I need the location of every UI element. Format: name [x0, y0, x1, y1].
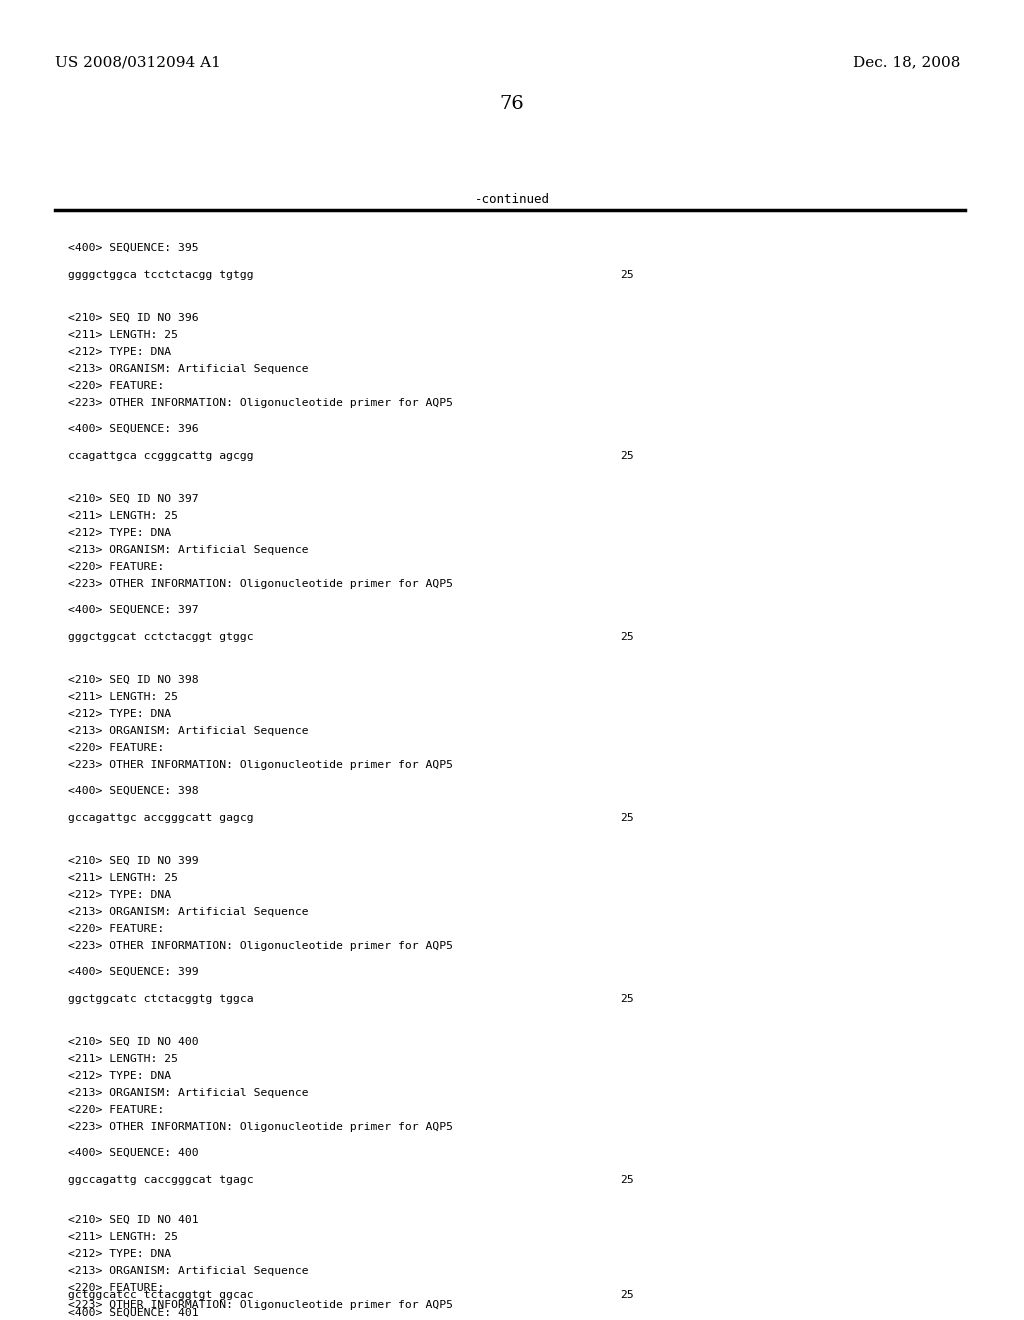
Text: <223> OTHER INFORMATION: Oligonucleotide primer for AQP5: <223> OTHER INFORMATION: Oligonucleotide…: [68, 1122, 453, 1133]
Text: <213> ORGANISM: Artificial Sequence: <213> ORGANISM: Artificial Sequence: [68, 364, 308, 374]
Text: <213> ORGANISM: Artificial Sequence: <213> ORGANISM: Artificial Sequence: [68, 1266, 308, 1276]
Text: <211> LENGTH: 25: <211> LENGTH: 25: [68, 511, 178, 521]
Text: <220> FEATURE:: <220> FEATURE:: [68, 562, 164, 572]
Text: ccagattgca ccgggcattg agcgg: ccagattgca ccgggcattg agcgg: [68, 451, 254, 461]
Text: <210> SEQ ID NO 401: <210> SEQ ID NO 401: [68, 1214, 199, 1225]
Text: <211> LENGTH: 25: <211> LENGTH: 25: [68, 330, 178, 341]
Text: <210> SEQ ID NO 396: <210> SEQ ID NO 396: [68, 313, 199, 323]
Text: <220> FEATURE:: <220> FEATURE:: [68, 381, 164, 391]
Text: <400> SEQUENCE: 397: <400> SEQUENCE: 397: [68, 605, 199, 615]
Text: <212> TYPE: DNA: <212> TYPE: DNA: [68, 347, 171, 356]
Text: gccagattgc accgggcatt gagcg: gccagattgc accgggcatt gagcg: [68, 813, 254, 822]
Text: <223> OTHER INFORMATION: Oligonucleotide primer for AQP5: <223> OTHER INFORMATION: Oligonucleotide…: [68, 1300, 453, 1309]
Text: 76: 76: [500, 95, 524, 114]
Text: <400> SEQUENCE: 395: <400> SEQUENCE: 395: [68, 243, 199, 253]
Text: <210> SEQ ID NO 397: <210> SEQ ID NO 397: [68, 494, 199, 504]
Text: <220> FEATURE:: <220> FEATURE:: [68, 743, 164, 752]
Text: <212> TYPE: DNA: <212> TYPE: DNA: [68, 1071, 171, 1081]
Text: <223> OTHER INFORMATION: Oligonucleotide primer for AQP5: <223> OTHER INFORMATION: Oligonucleotide…: [68, 399, 453, 408]
Text: <212> TYPE: DNA: <212> TYPE: DNA: [68, 709, 171, 719]
Text: ggggctggca tcctctacgg tgtgg: ggggctggca tcctctacgg tgtgg: [68, 271, 254, 280]
Text: 25: 25: [620, 1175, 634, 1185]
Text: <212> TYPE: DNA: <212> TYPE: DNA: [68, 528, 171, 539]
Text: US 2008/0312094 A1: US 2008/0312094 A1: [55, 55, 221, 69]
Text: ggctggcatc ctctacggtg tggca: ggctggcatc ctctacggtg tggca: [68, 994, 254, 1005]
Text: <400> SEQUENCE: 401: <400> SEQUENCE: 401: [68, 1308, 199, 1317]
Text: <220> FEATURE:: <220> FEATURE:: [68, 1105, 164, 1115]
Text: 25: 25: [620, 994, 634, 1005]
Text: <220> FEATURE:: <220> FEATURE:: [68, 924, 164, 935]
Text: <400> SEQUENCE: 399: <400> SEQUENCE: 399: [68, 968, 199, 977]
Text: 25: 25: [620, 632, 634, 642]
Text: <400> SEQUENCE: 396: <400> SEQUENCE: 396: [68, 424, 199, 434]
Text: <213> ORGANISM: Artificial Sequence: <213> ORGANISM: Artificial Sequence: [68, 907, 308, 917]
Text: <223> OTHER INFORMATION: Oligonucleotide primer for AQP5: <223> OTHER INFORMATION: Oligonucleotide…: [68, 760, 453, 770]
Text: <211> LENGTH: 25: <211> LENGTH: 25: [68, 873, 178, 883]
Text: 25: 25: [620, 1290, 634, 1300]
Text: <400> SEQUENCE: 400: <400> SEQUENCE: 400: [68, 1148, 199, 1158]
Text: -continued: -continued: [474, 193, 550, 206]
Text: <223> OTHER INFORMATION: Oligonucleotide primer for AQP5: <223> OTHER INFORMATION: Oligonucleotide…: [68, 579, 453, 589]
Text: <220> FEATURE:: <220> FEATURE:: [68, 1283, 164, 1294]
Text: Dec. 18, 2008: Dec. 18, 2008: [853, 55, 961, 69]
Text: <213> ORGANISM: Artificial Sequence: <213> ORGANISM: Artificial Sequence: [68, 545, 308, 554]
Text: <211> LENGTH: 25: <211> LENGTH: 25: [68, 1053, 178, 1064]
Text: ggccagattg caccgggcat tgagc: ggccagattg caccgggcat tgagc: [68, 1175, 254, 1185]
Text: gctggcatcc tctacggtgt ggcac: gctggcatcc tctacggtgt ggcac: [68, 1290, 254, 1300]
Text: <211> LENGTH: 25: <211> LENGTH: 25: [68, 1232, 178, 1242]
Text: <211> LENGTH: 25: <211> LENGTH: 25: [68, 692, 178, 702]
Text: <210> SEQ ID NO 398: <210> SEQ ID NO 398: [68, 675, 199, 685]
Text: gggctggcat cctctacggt gtggc: gggctggcat cctctacggt gtggc: [68, 632, 254, 642]
Text: <213> ORGANISM: Artificial Sequence: <213> ORGANISM: Artificial Sequence: [68, 726, 308, 737]
Text: <213> ORGANISM: Artificial Sequence: <213> ORGANISM: Artificial Sequence: [68, 1088, 308, 1098]
Text: <210> SEQ ID NO 399: <210> SEQ ID NO 399: [68, 855, 199, 866]
Text: 25: 25: [620, 813, 634, 822]
Text: <223> OTHER INFORMATION: Oligonucleotide primer for AQP5: <223> OTHER INFORMATION: Oligonucleotide…: [68, 941, 453, 950]
Text: <210> SEQ ID NO 400: <210> SEQ ID NO 400: [68, 1038, 199, 1047]
Text: 25: 25: [620, 271, 634, 280]
Text: <212> TYPE: DNA: <212> TYPE: DNA: [68, 1249, 171, 1259]
Text: <212> TYPE: DNA: <212> TYPE: DNA: [68, 890, 171, 900]
Text: <400> SEQUENCE: 398: <400> SEQUENCE: 398: [68, 785, 199, 796]
Text: 25: 25: [620, 451, 634, 461]
